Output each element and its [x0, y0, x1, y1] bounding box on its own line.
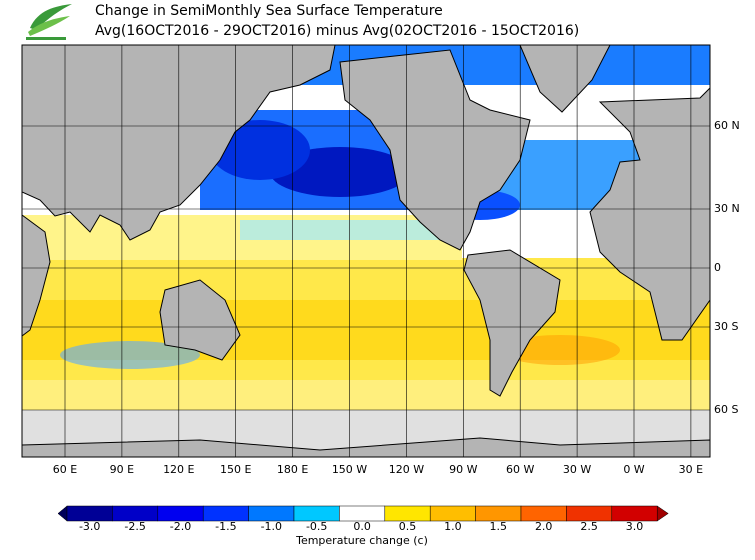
subtitle: Avg(16OCT2016 - 29OCT2016) minus Avg(02O…: [95, 23, 579, 39]
lon-label: 90 E: [110, 463, 134, 476]
lat-label: 0: [714, 261, 721, 274]
colorbar-tick-label: 1.0: [444, 520, 462, 533]
colorbar-tick-label: -1.0: [261, 520, 282, 533]
lon-label: 30 E: [679, 463, 703, 476]
colorbar-tick-label: 3.0: [626, 520, 644, 533]
colorbar-tick-label: 0.5: [399, 520, 417, 533]
lon-label: 120 W: [389, 463, 424, 476]
colorbar-under: [57, 505, 68, 522]
colorbar-box: [566, 505, 613, 522]
lon-label: 150 E: [220, 463, 251, 476]
colorbar-tick-label: 2.5: [580, 520, 598, 533]
lat-label: 60 N: [714, 119, 740, 132]
colorbar-box: [157, 505, 204, 522]
colorbar-tick-label: 0.0: [353, 520, 371, 533]
colorbar-box: [66, 505, 113, 522]
colorbar-tick-label: -3.0: [79, 520, 100, 533]
lon-label: 90 W: [449, 463, 477, 476]
lon-label: 180 E: [277, 463, 308, 476]
colorbar-box: [611, 505, 658, 522]
lon-label: 120 E: [163, 463, 194, 476]
colorbar-tick-label: 2.0: [535, 520, 553, 533]
colorbar-box: [520, 505, 567, 522]
lon-label: 0 W: [623, 463, 644, 476]
colorbar-tick-label: 1.5: [490, 520, 508, 533]
lat-label: 60 S: [714, 403, 738, 416]
logo: [26, 4, 72, 40]
colorbar-tick-label: -2.0: [170, 520, 191, 533]
colorbar-box: [339, 505, 386, 522]
lon-label: 60 W: [506, 463, 534, 476]
lon-label: 30 W: [563, 463, 591, 476]
colorbar-label: Temperature change (c): [295, 534, 428, 547]
colorbar-over: [656, 505, 669, 522]
colorbar-box: [112, 505, 159, 522]
colorbar-box: [384, 505, 431, 522]
lon-label: 150 W: [332, 463, 367, 476]
title: Change in SemiMonthly Sea Surface Temper…: [95, 3, 443, 19]
colorbar-box: [202, 505, 249, 522]
lat-label: 30 N: [714, 202, 740, 215]
colorbar-tick-label: -0.5: [306, 520, 327, 533]
lat-label: 30 S: [714, 320, 738, 333]
colorbar-box: [248, 505, 295, 522]
colorbar-box: [429, 505, 476, 522]
colorbar-box: [293, 505, 340, 522]
colorbar-tick-label: -2.5: [124, 520, 145, 533]
colorbar-box: [475, 505, 522, 522]
map: [21, 44, 711, 458]
lon-label: 60 E: [53, 463, 77, 476]
colorbar-tick-label: -1.5: [215, 520, 236, 533]
